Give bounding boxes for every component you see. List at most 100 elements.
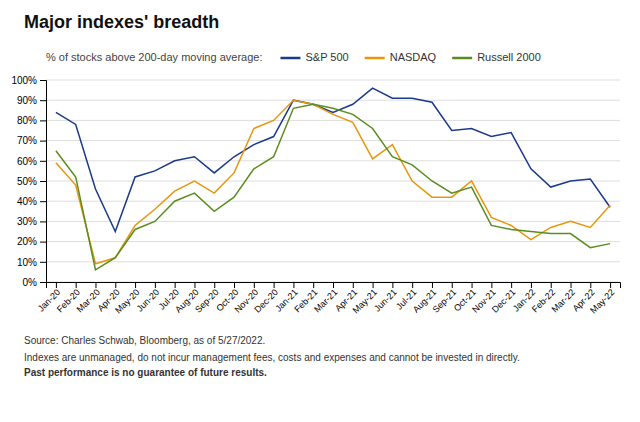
x-tick-mark bbox=[432, 282, 433, 288]
grid-line bbox=[46, 241, 620, 242]
x-tick-mark bbox=[531, 282, 532, 288]
plot: 0% 10% 20% 30% 40% 50% 60% 70% 80% 90% 100% Jan-20F… bbox=[11, 75, 620, 316]
y-tick-mark bbox=[40, 120, 46, 121]
y-tick-label: 50% bbox=[17, 176, 37, 187]
x-tick-mark bbox=[175, 282, 176, 288]
grid-line bbox=[46, 140, 620, 141]
x-tick-mark bbox=[590, 282, 591, 288]
y-tick: 70% bbox=[17, 135, 46, 146]
legend-item: Russell 2000 bbox=[452, 51, 541, 63]
x-tick-mark bbox=[551, 282, 552, 288]
y-tick-label: 40% bbox=[17, 196, 37, 207]
x-tick-label: Mar-21 bbox=[312, 287, 339, 314]
y-tick: 100% bbox=[11, 75, 46, 86]
y-axis-line bbox=[40, 81, 47, 283]
series-line bbox=[56, 88, 610, 231]
legend-label: NASDAQ bbox=[390, 51, 437, 63]
x-tick-label: May-20 bbox=[113, 287, 141, 315]
series-line bbox=[56, 100, 610, 264]
x-tick-mark bbox=[511, 282, 512, 288]
grid bbox=[46, 80, 620, 282]
series-line bbox=[56, 104, 610, 270]
x-tick-mark bbox=[392, 282, 393, 288]
x-tick-mark bbox=[115, 282, 116, 288]
x-axis-line bbox=[47, 283, 621, 289]
x-tick-mark bbox=[56, 282, 57, 288]
x-tick-mark bbox=[135, 282, 136, 288]
y-tick: 30% bbox=[17, 216, 46, 227]
grid-line bbox=[46, 201, 620, 202]
y-tick-mark bbox=[40, 100, 46, 101]
x-tick-label: May-22 bbox=[588, 287, 616, 315]
x-tick-mark bbox=[610, 282, 611, 288]
subtitle: % of stocks above 200-day moving average… bbox=[46, 51, 262, 63]
y-tick: 90% bbox=[17, 95, 46, 106]
legend-label: S&P 500 bbox=[305, 51, 348, 63]
lines bbox=[56, 88, 610, 270]
y-axis: 0% 10% 20% 30% 40% 50% 60% 70% 80% 90% 100% bbox=[11, 75, 46, 288]
x-tick-label: Jun-21 bbox=[372, 287, 399, 314]
x-tick-mark bbox=[214, 282, 215, 288]
grid-line bbox=[46, 261, 620, 262]
y-tick-label: 70% bbox=[17, 135, 37, 146]
x-tick-mark bbox=[353, 282, 354, 288]
x-tick-mark bbox=[412, 282, 413, 288]
x-tick-label: May-21 bbox=[351, 287, 379, 315]
source: Source: Charles Schwab, Bloomberg, as of… bbox=[24, 335, 265, 346]
legend: S&P 500 NASDAQ Russell 2000 bbox=[280, 51, 540, 63]
y-tick-mark bbox=[40, 221, 46, 222]
x-tick-mark bbox=[472, 282, 473, 288]
y-tick: 60% bbox=[17, 156, 46, 167]
legend-swatch bbox=[452, 57, 472, 60]
x-tick-mark bbox=[571, 282, 572, 288]
y-tick: 80% bbox=[17, 115, 46, 126]
y-tick-mark bbox=[40, 80, 46, 81]
y-tick-label: 0% bbox=[23, 277, 38, 288]
x-tick-label: Jun-20 bbox=[135, 287, 162, 314]
y-tick-label: 30% bbox=[17, 216, 37, 227]
title: Major indexes' breadth bbox=[24, 12, 219, 32]
chart: Major indexes' breadth % of stocks above … bbox=[0, 0, 640, 422]
x-tick-mark bbox=[293, 282, 294, 288]
y-tick-label: 20% bbox=[17, 236, 37, 247]
y-tick: 10% bbox=[17, 257, 46, 268]
y-tick-label: 90% bbox=[17, 95, 37, 106]
x-tick-mark bbox=[313, 282, 314, 288]
x-tick-label: Sep-21 bbox=[431, 287, 459, 315]
grid-line bbox=[46, 100, 620, 101]
x-tick-mark bbox=[491, 282, 492, 288]
note: Past performance is no guarantee of futu… bbox=[24, 367, 267, 378]
y-tick-mark bbox=[40, 181, 46, 182]
y-tick: 40% bbox=[17, 196, 46, 207]
x-tick-mark bbox=[76, 282, 77, 288]
legend-label: Russell 2000 bbox=[477, 51, 541, 63]
x-tick-mark bbox=[194, 282, 195, 288]
y-tick: 50% bbox=[17, 176, 46, 187]
x-tick: Jun-21 bbox=[372, 282, 399, 314]
grid-line bbox=[46, 80, 620, 81]
legend-swatch bbox=[280, 57, 300, 60]
x-tick-label: Mar-20 bbox=[75, 287, 102, 314]
y-tick-mark bbox=[40, 242, 46, 243]
y-tick-mark bbox=[40, 262, 46, 263]
grid-line bbox=[46, 160, 620, 161]
x-tick-mark bbox=[452, 282, 453, 288]
y-tick-mark bbox=[40, 282, 46, 283]
legend-item: S&P 500 bbox=[280, 51, 348, 63]
x-tick: May-22 bbox=[588, 282, 616, 315]
note: Indexes are unmanaged, do not incur mana… bbox=[24, 352, 520, 363]
y-tick-label: 10% bbox=[17, 257, 37, 268]
x-tick-mark bbox=[155, 282, 156, 288]
x-tick-mark bbox=[254, 282, 255, 288]
y-tick-mark bbox=[40, 161, 46, 162]
x-tick-mark bbox=[373, 282, 374, 288]
grid-line bbox=[46, 221, 620, 222]
y-tick-mark bbox=[40, 201, 46, 202]
x-tick-mark bbox=[95, 282, 96, 288]
legend-item: NASDAQ bbox=[365, 51, 437, 63]
x-tick-mark bbox=[274, 282, 275, 288]
x-axis: Jan-20Feb-20Mar-20Apr-20May-20Jun-20Jul-… bbox=[36, 282, 621, 315]
x-tick-label: Mar-22 bbox=[550, 287, 577, 314]
y-tick: 0% bbox=[23, 277, 46, 288]
x-tick-mark bbox=[234, 282, 235, 288]
